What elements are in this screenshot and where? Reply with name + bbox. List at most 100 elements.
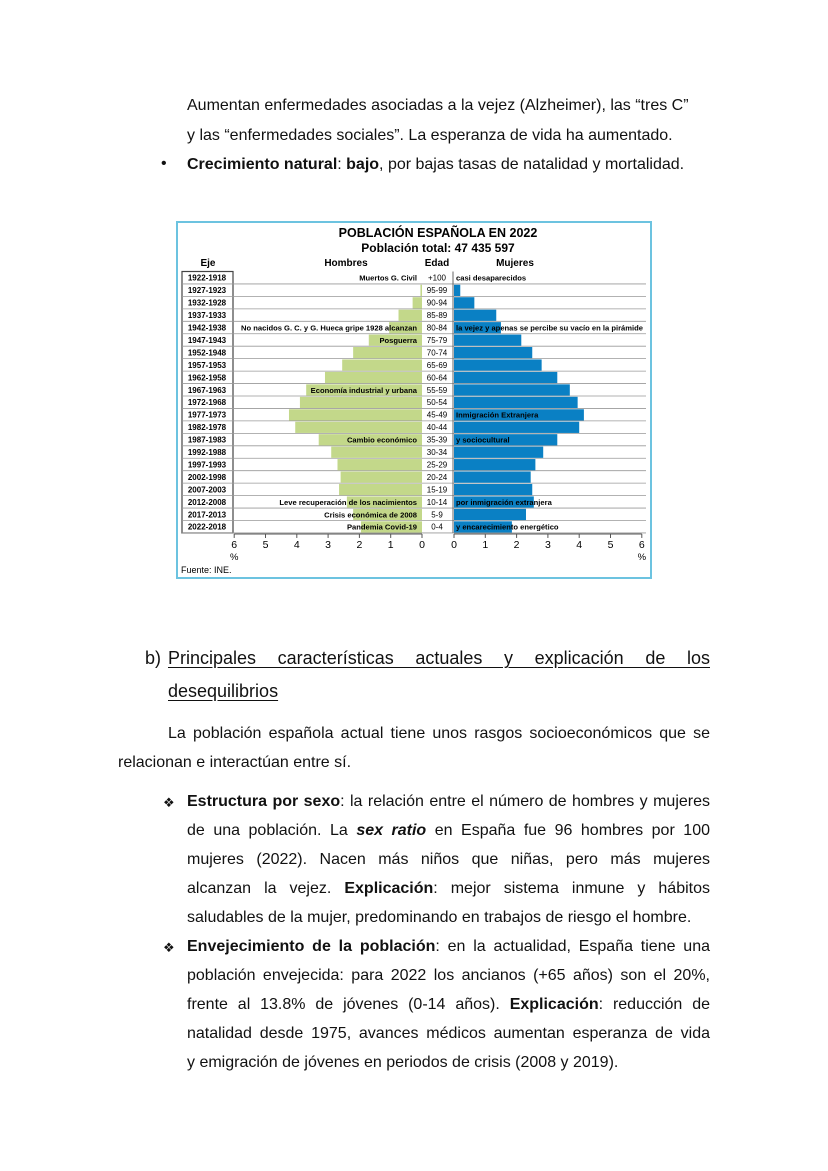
tick-label-mujeres: 4: [576, 539, 582, 551]
bar-mujeres: [454, 409, 584, 421]
annotation-hombres: No nacidos G. C. y G. Hueca gripe 1928 a…: [241, 324, 417, 333]
text-run: y emigración de jóvenes en periodos de c…: [187, 1054, 619, 1071]
text-run: , por bajas tasas de natalidad y mortali…: [379, 156, 685, 173]
chart-title: POBLACIÓN ESPAÑOLA EN 2022: [339, 225, 538, 240]
age-label: 80-84: [427, 324, 448, 333]
eje-label: 1927-1923: [188, 286, 227, 295]
list-item-line: Envejecimiento de la población: en la ac…: [187, 938, 710, 956]
annotation-hombres: Cambio económico: [347, 436, 417, 445]
tick-label-hombres: 3: [325, 539, 331, 551]
eje-label: 2002-1998: [188, 473, 227, 482]
text-run: Explicación: [344, 880, 434, 897]
eje-label: 1977-1973: [188, 411, 227, 420]
text-run: : la relación entre el número de hombres…: [340, 793, 711, 810]
text-run: bajo: [346, 156, 380, 173]
age-label: 45-49: [427, 411, 448, 420]
text-run: : en la actualidad, España tiene una: [435, 938, 711, 955]
age-label: 5-9: [431, 510, 443, 519]
bar-mujeres: [454, 446, 544, 458]
intro-line: y las “enfermedades sociales”. La espera…: [187, 127, 673, 145]
age-label: 85-89: [427, 311, 448, 320]
age-label: 35-39: [427, 436, 448, 445]
bar-mujeres: [454, 396, 578, 409]
text-run: Envejecimiento de la población: [187, 938, 436, 955]
annotation-mujeres: la vejez y apenas se percibe su vacío en…: [456, 324, 643, 333]
bar-hombres: [389, 322, 422, 334]
eje-label: 1957-1953: [188, 361, 227, 370]
tick-label-mujeres: 0: [451, 539, 457, 551]
age-label: 70-74: [427, 348, 448, 357]
tick-label-mujeres: 5: [608, 539, 614, 551]
eje-label: 1952-1948: [188, 348, 227, 357]
eje-column-box: [181, 270, 234, 534]
text-run: natalidad desde 1975, avances médicos au…: [187, 1025, 710, 1042]
tick-label-hombres: 6: [231, 539, 237, 551]
list-item-line: frente al 13.8% de jóvenes (0-14 años). …: [187, 996, 710, 1014]
bar-hombres: [368, 334, 422, 346]
column-header-mujeres: Mujeres: [496, 258, 534, 269]
bar-hombres: [346, 496, 422, 508]
text-run: Crecimiento natural: [187, 156, 338, 173]
age-label: 10-14: [427, 498, 448, 507]
annotation-mujeres: Inmigración Extranjera: [456, 411, 539, 420]
eje-label: 1962-1958: [188, 373, 227, 382]
list-item-line: de una población. La sex ratio en España…: [187, 822, 710, 840]
age-label: 60-64: [427, 373, 448, 382]
eje-label: 1982-1978: [188, 423, 227, 432]
eje-label: 1972-1968: [188, 398, 227, 407]
text-run: alcanzan la vejez.: [187, 880, 345, 897]
text-run: : reducción de: [598, 996, 710, 1013]
list-item-line: población envejecida: para 2022 los anci…: [187, 967, 710, 985]
bar-hombres: [353, 508, 422, 521]
annotation-hombres: Pandemia Covid-19: [347, 523, 417, 532]
age-label: +100: [428, 274, 447, 283]
bar-hombres: [306, 384, 422, 396]
tick-label-hombres: 2: [356, 539, 362, 551]
age-label: 15-19: [427, 485, 448, 494]
section-label: b): [145, 648, 162, 668]
eje-label: 1967-1963: [188, 386, 227, 395]
annotation-hombres: Posguerra: [379, 336, 417, 345]
text-run: de una población. La: [187, 822, 357, 839]
bar-hombres: [398, 309, 422, 321]
tick-label-mujeres: 1: [482, 539, 488, 551]
text-run: sex ratio: [356, 822, 427, 839]
bar-hombres: [331, 446, 422, 458]
text-run: relacionan e interactúan entre sí.: [118, 754, 352, 771]
bar-mujeres: [454, 284, 461, 296]
bar-mujeres: [454, 496, 534, 508]
annotation-hombres: Economía industrial y urbana: [311, 386, 418, 395]
bar-hombres: [295, 421, 422, 433]
bar-mujeres: [454, 371, 558, 384]
bar-hombres: [353, 347, 422, 359]
tick-label-hombres: 0: [419, 539, 425, 551]
text-run: en España fue 96 hombres por 100: [426, 822, 711, 839]
age-label: 55-59: [427, 386, 448, 395]
list-item-line: mujeres (2022). Nacen más niños que niña…: [187, 851, 710, 869]
annotation-mujeres: y encarecimiento energético: [456, 523, 559, 532]
text-run: Aumentan enfermedades asociadas a la vej…: [187, 97, 689, 114]
age-label: 40-44: [427, 423, 448, 432]
bar-mujeres: [454, 483, 533, 496]
chart-subtitle: Población total: 47 435 597: [361, 241, 515, 255]
bar-mujeres: [454, 521, 512, 533]
intro-line: Aumentan enfermedades asociadas a la vej…: [187, 97, 689, 115]
bar-hombres: [318, 434, 422, 446]
bar-hombres: [360, 521, 422, 533]
age-label: 90-94: [427, 299, 448, 308]
text-run: Explicación: [509, 996, 599, 1013]
eje-label: 1947-1943: [188, 336, 227, 345]
eje-label: 1997-1993: [188, 460, 227, 469]
text-run: La población española actual tiene unos …: [168, 725, 710, 742]
age-label: 75-79: [427, 336, 448, 345]
bullet-dot-icon: •: [161, 155, 167, 172]
annotation-hombres: Crisis económica de 2008: [324, 510, 417, 519]
bar-hombres: [324, 371, 422, 384]
list-item-line: Estructura por sexo: la relación entre e…: [187, 793, 710, 811]
bar-hombres: [342, 359, 422, 371]
eje-label: 2017-2013: [188, 510, 227, 519]
text-run: : mejor sistema inmune y hábitos: [433, 880, 710, 897]
bar-hombres: [337, 459, 422, 471]
bar-hombres: [412, 297, 422, 309]
bar-mujeres: [454, 459, 536, 471]
